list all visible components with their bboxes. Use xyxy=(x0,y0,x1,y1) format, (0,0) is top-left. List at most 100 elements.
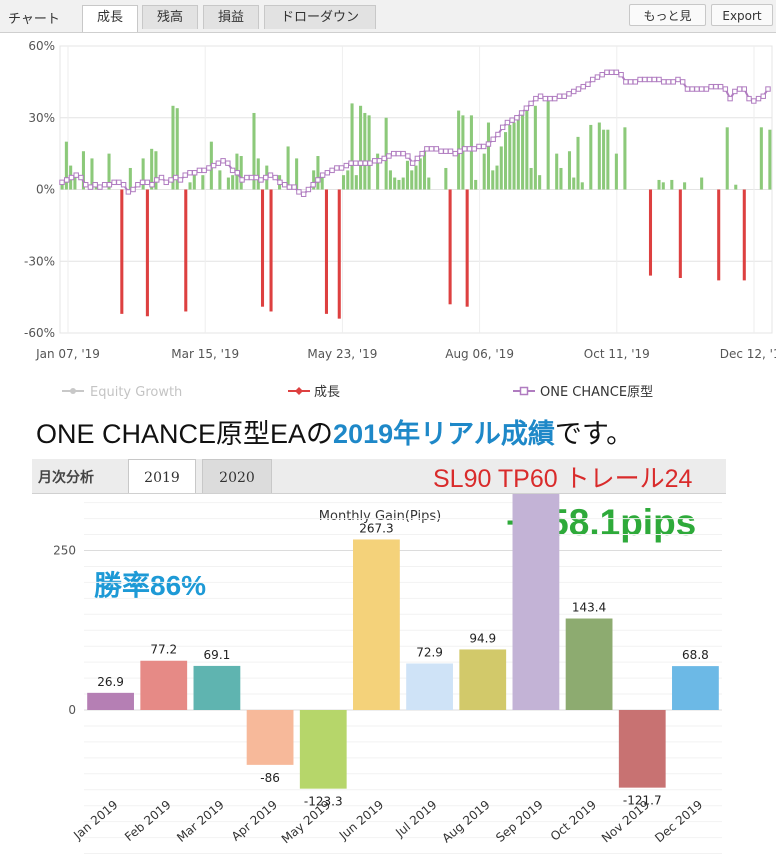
equity-point xyxy=(258,177,264,183)
equity-point xyxy=(267,172,274,178)
x-tick-label: Oct 2019 xyxy=(548,798,599,844)
growth-bar-positive xyxy=(683,182,687,190)
equity-point xyxy=(490,136,496,142)
growth-bar-negative xyxy=(465,189,469,307)
equity-point xyxy=(334,165,340,171)
growth-bar-positive xyxy=(567,151,572,190)
growth-bar-negative xyxy=(648,189,653,276)
equity-point xyxy=(73,172,79,178)
y-tick-label: 60% xyxy=(28,39,55,53)
x-tick-label: Jul 2019 xyxy=(392,798,439,841)
equity-point xyxy=(462,146,468,152)
monthly-section-label: 月次分析 xyxy=(38,470,94,486)
growth-chart-y-ticks: 60% 30% 0% -30% -60% xyxy=(24,39,55,340)
equity-point xyxy=(372,158,378,164)
equity-point xyxy=(191,170,198,176)
growth-bar-positive xyxy=(312,170,316,190)
monthly-chart-y-ticks: 5002500-250 xyxy=(53,544,76,718)
equity-point xyxy=(504,119,511,126)
legend-item-growth[interactable]: 成長 xyxy=(288,385,340,400)
legend-item-one-chance[interactable]: ONE CHANCE原型 xyxy=(513,385,653,400)
equity-point xyxy=(111,179,117,186)
equity-point xyxy=(722,86,729,92)
growth-bar-positive xyxy=(606,129,610,190)
equity-point xyxy=(319,172,326,178)
export-button[interactable]: Export xyxy=(711,4,773,26)
x-tick-label: Oct 11, '19 xyxy=(584,347,650,361)
monthly-value-labels: 26.977.269.1-86-123.3267.372.994.9368.61… xyxy=(97,521,709,808)
equity-point xyxy=(684,86,691,92)
win-rate-annotation: 勝率86% xyxy=(94,570,207,601)
equity-point xyxy=(324,170,331,176)
tab-profit[interactable]: 損益 xyxy=(203,5,259,29)
equity-point xyxy=(523,105,530,111)
tab-balance[interactable]: 残高 xyxy=(142,5,198,29)
more-button[interactable]: もっと見 xyxy=(629,4,706,26)
legend-marker-equity-growth xyxy=(70,388,76,394)
growth-bar-positive xyxy=(397,179,401,190)
growth-bar-positive xyxy=(64,141,68,190)
growth-chart-grid xyxy=(59,45,773,334)
equity-point xyxy=(703,86,710,92)
equity-point xyxy=(637,76,643,83)
equity-point xyxy=(566,91,572,97)
equity-point xyxy=(101,182,108,188)
growth-bar-positive xyxy=(414,165,418,190)
tab-drawdown[interactable]: ドローダウン xyxy=(264,5,376,29)
growth-bar-positive xyxy=(555,153,559,190)
growth-bar-positive xyxy=(661,182,665,190)
bar-value-label: 26.9 xyxy=(97,675,124,689)
growth-bar-positive xyxy=(516,115,520,190)
equity-point xyxy=(68,174,75,181)
monthly-bar xyxy=(246,710,294,765)
equity-point xyxy=(499,124,506,131)
tab-growth[interactable]: 成長 xyxy=(82,5,138,32)
equity-point xyxy=(746,95,752,102)
growth-bar-positive xyxy=(461,115,465,190)
headline-highlight: 2019年リアル成績 xyxy=(333,419,555,449)
monthly-chart: Monthly Gain(Pips) 5002500-250 26.977.26… xyxy=(53,494,722,854)
chart-tab-bar: チャート 成長 残高 損益 ドローダウン もっと見 Export xyxy=(0,0,776,33)
equity-point xyxy=(556,93,563,99)
equity-point xyxy=(727,95,733,102)
equity-point xyxy=(272,174,278,181)
growth-bar-positive xyxy=(73,177,77,190)
equity-point xyxy=(400,150,406,157)
x-tick-label: Jun 2019 xyxy=(336,798,386,844)
x-tick-label: Apr 2019 xyxy=(229,798,280,844)
equity-point xyxy=(537,93,544,99)
growth-bar-positive xyxy=(499,146,503,190)
growth-bar-positive xyxy=(346,170,350,190)
equity-point xyxy=(248,174,255,181)
equity-point xyxy=(210,162,217,169)
equity-point xyxy=(300,191,307,197)
growth-bar-positive xyxy=(482,153,486,190)
y-tick-label: -30% xyxy=(24,254,55,268)
growth-bar-positive xyxy=(218,170,222,190)
growth-bar-positive xyxy=(580,182,584,190)
growth-bar-positive xyxy=(350,103,354,190)
growth-bar-positive xyxy=(533,105,537,190)
equity-point xyxy=(571,88,577,95)
growth-bar-positive xyxy=(81,151,85,190)
equity-point xyxy=(457,148,463,154)
equity-point xyxy=(642,76,648,83)
tab-year-2019[interactable]: 2019 xyxy=(128,459,196,493)
growth-bar-negative xyxy=(742,189,746,281)
equity-point xyxy=(163,179,169,186)
monthly-bars xyxy=(87,494,719,789)
growth-bar-positive xyxy=(559,167,563,190)
equity-point xyxy=(362,160,368,166)
growth-bar-positive xyxy=(495,165,499,190)
growth-bar-positive xyxy=(670,179,674,190)
legend-item-equity-growth[interactable]: Equity Growth xyxy=(62,385,182,400)
equity-point xyxy=(286,184,293,190)
growth-bar-negative xyxy=(120,189,124,314)
equity-point xyxy=(675,76,681,83)
growth-bar-positive xyxy=(316,156,320,190)
growth-bar-positive xyxy=(256,158,260,190)
tab-year-2020[interactable]: 2020 xyxy=(202,459,272,493)
equity-point xyxy=(154,177,160,183)
equity-point xyxy=(741,86,748,92)
growth-bar-negative xyxy=(337,189,341,319)
